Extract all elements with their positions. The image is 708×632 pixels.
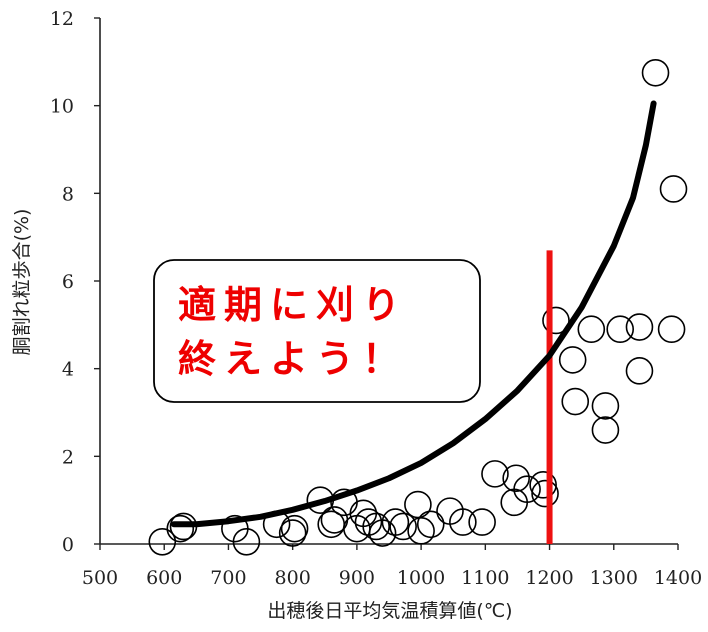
data-point bbox=[481, 460, 509, 488]
x-tick-label: 600 bbox=[146, 567, 182, 589]
x-tick-label: 900 bbox=[339, 567, 375, 589]
data-point bbox=[502, 464, 530, 493]
x-tick-label: 800 bbox=[275, 567, 311, 589]
y-tick-label: 0 bbox=[62, 534, 74, 556]
data-point bbox=[407, 517, 435, 545]
data-point bbox=[389, 512, 417, 541]
data-point bbox=[166, 514, 195, 543]
data-point bbox=[657, 315, 686, 344]
data-point bbox=[659, 175, 688, 203]
x-axis-title: 出穂後日平均気温積算値(℃) bbox=[267, 600, 512, 622]
data-point bbox=[362, 512, 390, 541]
data-point bbox=[531, 479, 559, 508]
y-ticks: 0 2 4 6 8 10 12 bbox=[50, 8, 100, 556]
data-point bbox=[625, 357, 654, 385]
data-point bbox=[280, 514, 309, 543]
y-tick-label: 2 bbox=[62, 446, 74, 468]
data-point bbox=[561, 387, 590, 416]
data-point bbox=[529, 471, 557, 499]
callout-box bbox=[153, 259, 481, 403]
data-point bbox=[354, 508, 383, 536]
x-tick-label: 1200 bbox=[525, 567, 573, 589]
callout-line-2: 終えよう！ bbox=[178, 337, 408, 381]
data-point bbox=[404, 490, 432, 519]
data-point bbox=[641, 58, 670, 87]
y-tick-label: 12 bbox=[50, 8, 74, 30]
data-point bbox=[513, 475, 541, 504]
data-points bbox=[148, 58, 688, 556]
trend-curve-group bbox=[170, 100, 657, 528]
data-point bbox=[606, 315, 635, 344]
y-tick-label: 10 bbox=[50, 96, 74, 118]
data-point bbox=[542, 306, 570, 335]
data-point bbox=[625, 313, 654, 341]
data-point bbox=[232, 528, 261, 556]
data-point bbox=[577, 315, 606, 344]
trend-curve bbox=[170, 100, 657, 528]
data-point bbox=[468, 508, 496, 536]
y-tick-label: 8 bbox=[62, 183, 74, 205]
data-point bbox=[591, 416, 620, 444]
x-tick-label: 700 bbox=[210, 567, 246, 589]
y-axis-title: 胴割れ粒歩合(%) bbox=[11, 209, 33, 356]
y-tick-label: 6 bbox=[62, 271, 74, 293]
callout: 適期に刈り 終えよう！ bbox=[153, 259, 481, 403]
data-point bbox=[449, 508, 477, 536]
y-tick-label: 4 bbox=[62, 359, 74, 381]
data-point bbox=[148, 528, 177, 556]
x-tick-label: 1000 bbox=[397, 567, 445, 589]
x-ticks: 500 600 700 800 900 1000 1100 1200 1300 1400 bbox=[82, 544, 702, 589]
data-point bbox=[278, 519, 307, 547]
callout-line-1: 適期に刈り bbox=[178, 283, 408, 327]
x-tick-label: 1100 bbox=[461, 567, 509, 589]
x-tick-label: 1400 bbox=[654, 567, 702, 589]
data-point bbox=[558, 346, 587, 374]
data-point bbox=[416, 510, 445, 539]
data-point bbox=[591, 392, 620, 420]
x-tick-label: 1300 bbox=[590, 567, 638, 589]
data-point bbox=[381, 508, 410, 536]
x-tick-label: 500 bbox=[82, 567, 118, 589]
